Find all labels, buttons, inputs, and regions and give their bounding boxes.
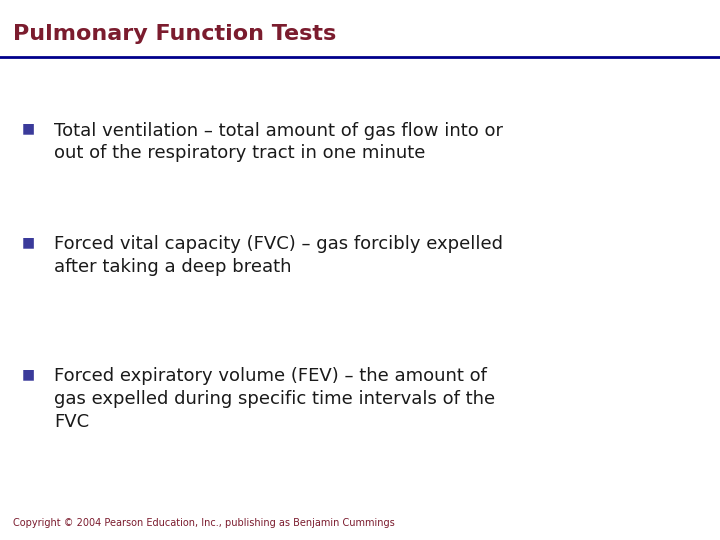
Text: Pulmonary Function Tests: Pulmonary Function Tests <box>13 24 336 44</box>
Text: Total ventilation – total amount of gas flow into or
out of the respiratory trac: Total ventilation – total amount of gas … <box>54 122 503 163</box>
Text: ■: ■ <box>22 235 35 249</box>
Text: Copyright © 2004 Pearson Education, Inc., publishing as Benjamin Cummings: Copyright © 2004 Pearson Education, Inc.… <box>13 518 395 528</box>
Text: Forced expiratory volume (FEV) – the amount of
gas expelled during specific time: Forced expiratory volume (FEV) – the amo… <box>54 367 495 431</box>
Text: ■: ■ <box>22 367 35 381</box>
Text: ■: ■ <box>22 122 35 136</box>
Text: Forced vital capacity (FVC) – gas forcibly expelled
after taking a deep breath: Forced vital capacity (FVC) – gas forcib… <box>54 235 503 276</box>
